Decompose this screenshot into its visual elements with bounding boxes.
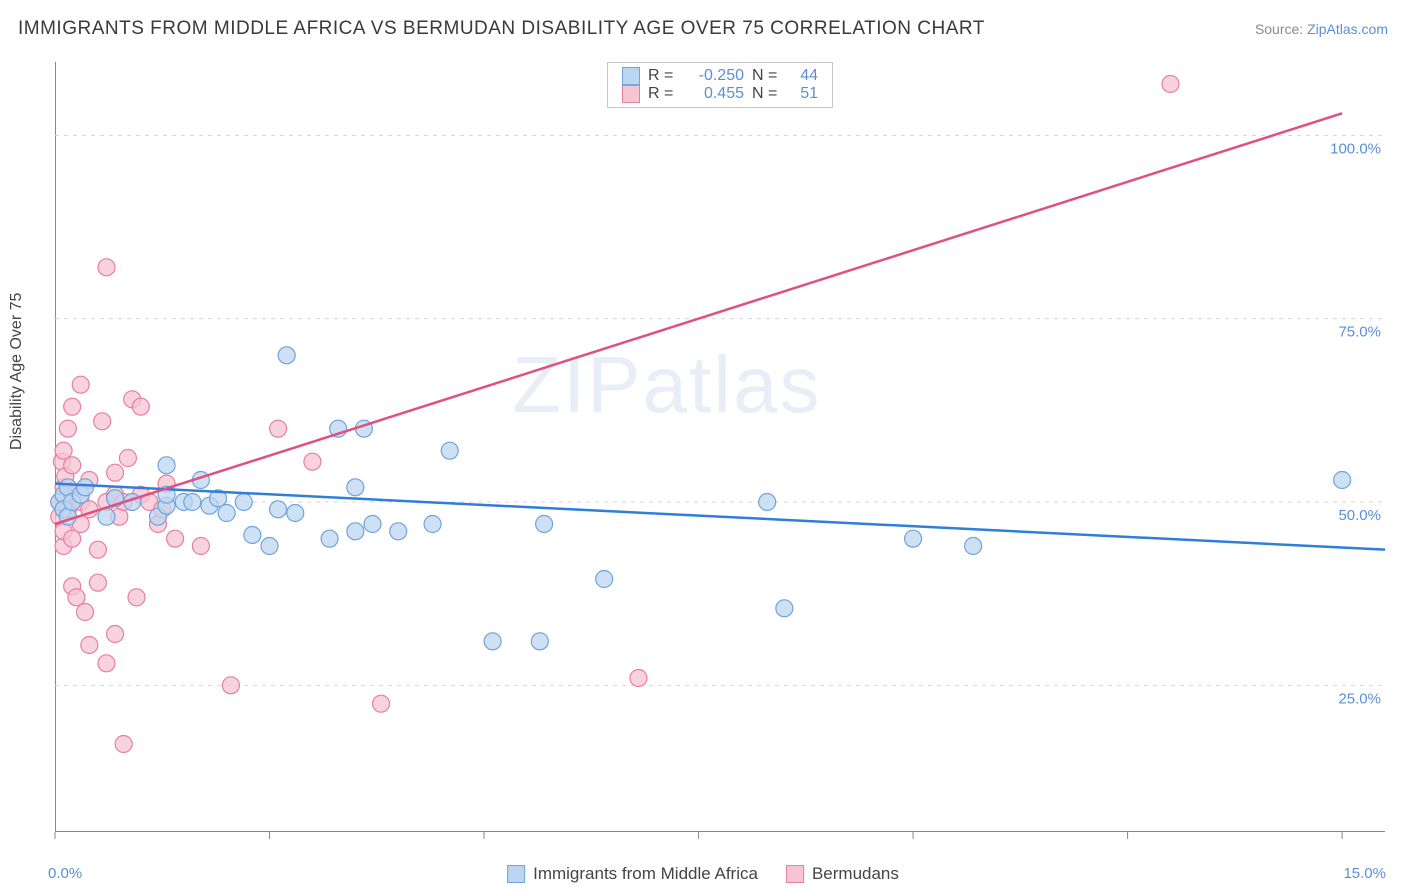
svg-text:100.0%: 100.0% bbox=[1330, 140, 1381, 157]
legend-row: R = -0.250 N = 44 bbox=[622, 67, 818, 85]
x-axis-max-label: 15.0% bbox=[1343, 865, 1386, 882]
plot-area: ZIPatlas 25.0%50.0%75.0%100.0% R = -0.25… bbox=[55, 62, 1385, 832]
r-value: -0.250 bbox=[684, 67, 744, 85]
legend-label: Immigrants from Middle Africa bbox=[533, 864, 758, 884]
svg-text:25.0%: 25.0% bbox=[1338, 690, 1381, 707]
y-axis-label: Disability Age Over 75 bbox=[8, 293, 26, 450]
legend-item: Bermudans bbox=[786, 864, 899, 884]
series-legend: Immigrants from Middle Africa Bermudans bbox=[507, 864, 899, 884]
n-value: 44 bbox=[788, 67, 818, 85]
source-attribution: Source: ZipAtlas.com bbox=[1255, 21, 1388, 37]
swatch-pink bbox=[622, 85, 640, 103]
legend-label: Bermudans bbox=[812, 864, 899, 884]
r-label: R = bbox=[648, 85, 676, 103]
legend-item: Immigrants from Middle Africa bbox=[507, 864, 758, 884]
source-link[interactable]: ZipAtlas.com bbox=[1307, 21, 1388, 37]
plot-svg: 25.0% 50.0% 75.0% 100.0% bbox=[55, 62, 1385, 832]
correlation-legend: R = -0.250 N = 44 R = 0.455 N = 51 bbox=[607, 62, 833, 108]
swatch-blue bbox=[507, 865, 525, 883]
swatch-pink bbox=[786, 865, 804, 883]
chart-title: IMMIGRANTS FROM MIDDLE AFRICA VS BERMUDA… bbox=[18, 18, 985, 40]
x-axis-min-label: 0.0% bbox=[48, 865, 82, 882]
legend-row: R = 0.455 N = 51 bbox=[622, 85, 818, 103]
r-label: R = bbox=[648, 67, 676, 85]
n-label: N = bbox=[752, 67, 780, 85]
svg-text:75.0%: 75.0% bbox=[1338, 324, 1381, 341]
swatch-blue bbox=[622, 67, 640, 85]
n-value: 51 bbox=[788, 85, 818, 103]
n-label: N = bbox=[752, 85, 780, 103]
svg-text:50.0%: 50.0% bbox=[1338, 507, 1381, 524]
source-prefix: Source: bbox=[1255, 21, 1307, 37]
r-value: 0.455 bbox=[684, 85, 744, 103]
